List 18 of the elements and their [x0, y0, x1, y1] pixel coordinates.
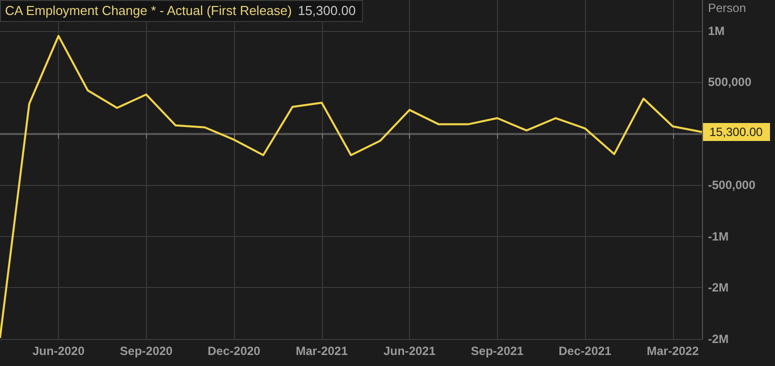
y-tick-label: -2M [708, 332, 729, 346]
x-tick-label: Mar-2021 [296, 344, 348, 358]
y-tick-label: 500,000 [708, 75, 752, 90]
x-tick-label: Dec-2021 [558, 344, 612, 358]
chart-title: CA Employment Change * - Actual (First Release) [5, 3, 292, 18]
y-tick-label: 1M [708, 24, 725, 38]
x-tick-label: Sep-2020 [120, 344, 173, 358]
x-tick-label: Jun-2020 [32, 344, 85, 358]
x-tick-label: Jun-2021 [383, 344, 436, 358]
y-tick-label: -500,000 [708, 178, 756, 192]
y-tick-label: -2M [708, 280, 729, 295]
y-axis-title: Person [708, 1, 746, 15]
annotation: 15,300.00 [298, 3, 356, 18]
x-tick-label: Mar-2022 [646, 344, 700, 358]
x-tick-label: Sep-2021 [470, 344, 524, 358]
y-tick-label: -1M [708, 229, 729, 244]
x-tick-label: Dec-2020 [208, 344, 261, 358]
text: 15,300.00 [709, 124, 764, 139]
